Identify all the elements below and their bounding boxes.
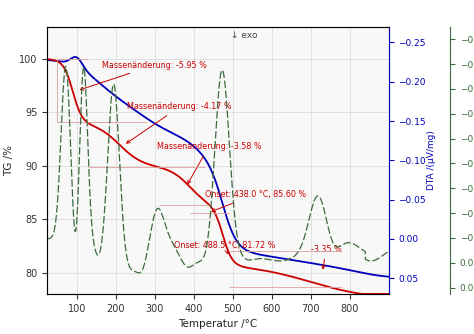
Y-axis label: TG /%: TG /%: [4, 145, 14, 176]
Text: ↓ exo: ↓ exo: [231, 30, 257, 39]
Text: Massenänderung: -3.58 %: Massenänderung: -3.58 %: [156, 142, 261, 184]
Text: Massenänderung: -4.17 %: Massenänderung: -4.17 %: [127, 103, 232, 143]
Text: Onset: 438.0 °C, 85.60 %: Onset: 438.0 °C, 85.60 %: [205, 190, 306, 212]
Text: Massenänderung: -5.95 %: Massenänderung: -5.95 %: [80, 61, 207, 90]
Text: -3.35 %: -3.35 %: [310, 244, 341, 269]
X-axis label: Temperatur /°C: Temperatur /°C: [178, 319, 258, 329]
Y-axis label: DTA /(µV/mg): DTA /(µV/mg): [428, 130, 437, 190]
Text: Onset: 488.5 °C, 81.72 %: Onset: 488.5 °C, 81.72 %: [174, 241, 275, 254]
